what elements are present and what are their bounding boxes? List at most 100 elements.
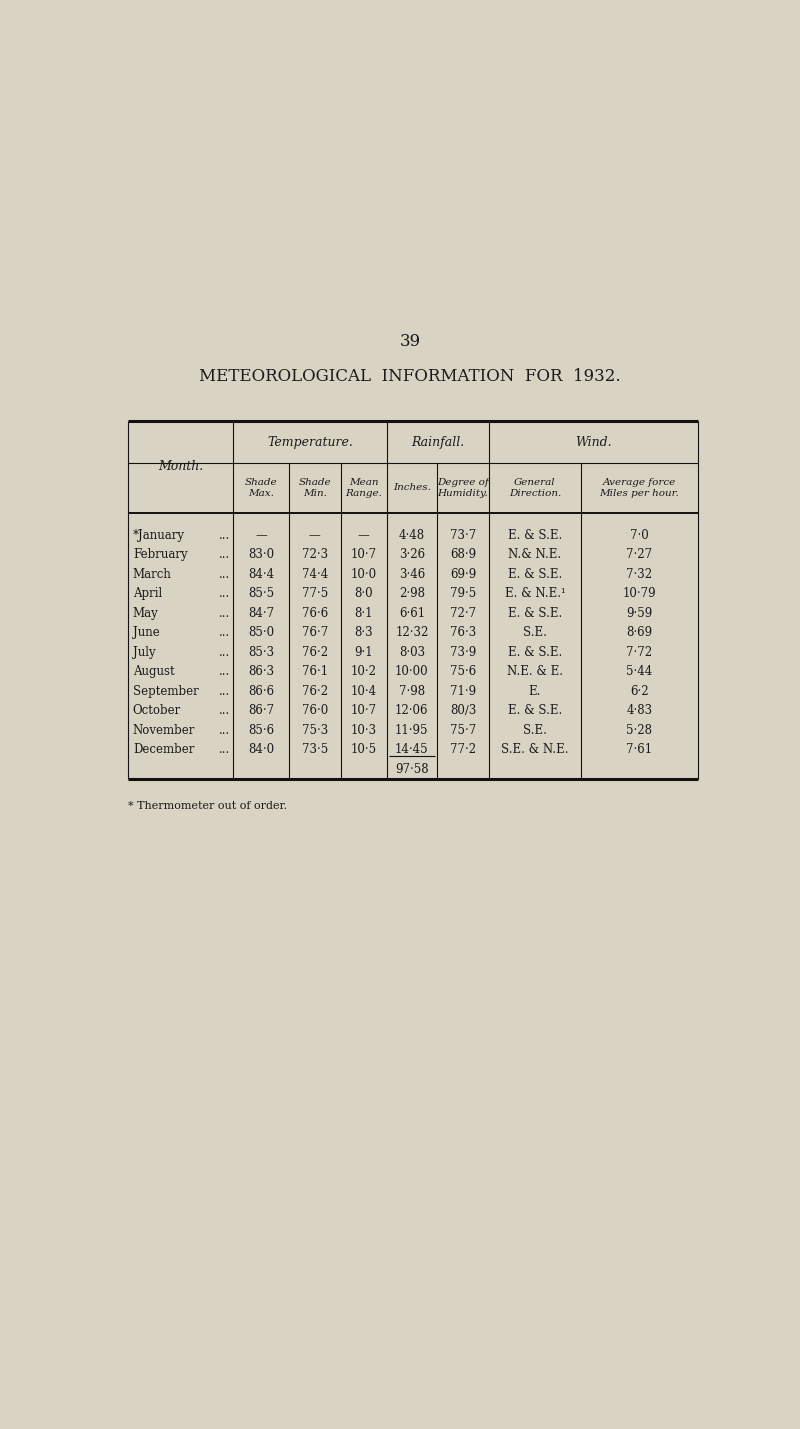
- Text: 69·9: 69·9: [450, 567, 476, 582]
- Text: Mean
Range.: Mean Range.: [346, 477, 382, 497]
- Text: 8·0: 8·0: [354, 587, 373, 600]
- Text: 8·03: 8·03: [398, 646, 425, 659]
- Text: * Thermometer out of order.: * Thermometer out of order.: [128, 800, 287, 810]
- Text: 2·98: 2·98: [399, 587, 425, 600]
- Text: 75·3: 75·3: [302, 723, 328, 737]
- Text: 5·44: 5·44: [626, 666, 653, 679]
- Text: 12·06: 12·06: [395, 704, 429, 717]
- Text: 85·3: 85·3: [248, 646, 274, 659]
- Text: E. & N.E.¹: E. & N.E.¹: [505, 587, 566, 600]
- Text: 10·00: 10·00: [395, 666, 429, 679]
- Text: 86·6: 86·6: [248, 684, 274, 697]
- Text: 5·28: 5·28: [626, 723, 653, 737]
- Text: October: October: [133, 704, 181, 717]
- Text: 76·7: 76·7: [302, 626, 328, 639]
- Text: August: August: [133, 666, 174, 679]
- Text: 68·9: 68·9: [450, 549, 476, 562]
- Text: ...: ...: [219, 684, 230, 697]
- Text: N.E. & E.: N.E. & E.: [507, 666, 563, 679]
- Text: 75·6: 75·6: [450, 666, 476, 679]
- Text: 8·1: 8·1: [354, 607, 373, 620]
- Text: 7·72: 7·72: [626, 646, 653, 659]
- Text: Rainfall.: Rainfall.: [411, 436, 465, 449]
- Text: ...: ...: [219, 549, 230, 562]
- Text: 10·0: 10·0: [350, 567, 377, 582]
- Text: March: March: [133, 567, 172, 582]
- Text: 6·61: 6·61: [398, 607, 425, 620]
- Text: 7·61: 7·61: [626, 743, 653, 756]
- Text: 76·2: 76·2: [302, 646, 328, 659]
- Text: 10·2: 10·2: [351, 666, 377, 679]
- Text: ...: ...: [219, 666, 230, 679]
- Text: 7·0: 7·0: [630, 529, 649, 542]
- Text: 14·45: 14·45: [395, 743, 429, 756]
- Text: ...: ...: [219, 607, 230, 620]
- Text: METEOROLOGICAL  INFORMATION  FOR  1932.: METEOROLOGICAL INFORMATION FOR 1932.: [199, 367, 621, 384]
- Text: 12·32: 12·32: [395, 626, 429, 639]
- Text: April: April: [133, 587, 162, 600]
- Text: 73·7: 73·7: [450, 529, 476, 542]
- Text: ...: ...: [219, 626, 230, 639]
- Text: September: September: [133, 684, 198, 697]
- Text: 71·9: 71·9: [450, 684, 476, 697]
- Text: 86·3: 86·3: [248, 666, 274, 679]
- Text: 76·3: 76·3: [450, 626, 476, 639]
- Text: 76·2: 76·2: [302, 684, 328, 697]
- Text: 85·5: 85·5: [248, 587, 274, 600]
- Text: Inches.: Inches.: [393, 483, 430, 493]
- Text: —: —: [358, 529, 370, 542]
- Text: July: July: [133, 646, 155, 659]
- Text: 76·6: 76·6: [302, 607, 328, 620]
- Text: 76·1: 76·1: [302, 666, 328, 679]
- Text: 74·4: 74·4: [302, 567, 328, 582]
- Text: 4·48: 4·48: [398, 529, 425, 542]
- Text: 80∕3: 80∕3: [450, 704, 476, 717]
- Text: —: —: [309, 529, 321, 542]
- Text: *January: *January: [133, 529, 185, 542]
- Text: ...: ...: [219, 567, 230, 582]
- Text: S.E. & N.E.: S.E. & N.E.: [501, 743, 569, 756]
- Text: 10·79: 10·79: [622, 587, 656, 600]
- Text: 79·5: 79·5: [450, 587, 476, 600]
- Text: Degree of
Humidity.: Degree of Humidity.: [437, 477, 489, 497]
- Text: 97·58: 97·58: [395, 763, 429, 776]
- Text: Month.: Month.: [158, 460, 203, 473]
- Text: E. & S.E.: E. & S.E.: [508, 529, 562, 542]
- Text: ...: ...: [219, 587, 230, 600]
- Text: 77·5: 77·5: [302, 587, 328, 600]
- Text: E. & S.E.: E. & S.E.: [508, 646, 562, 659]
- Text: 4·83: 4·83: [626, 704, 653, 717]
- Text: E. & S.E.: E. & S.E.: [508, 567, 562, 582]
- Text: 84·0: 84·0: [248, 743, 274, 756]
- Text: 9·1: 9·1: [354, 646, 373, 659]
- Text: S.E.: S.E.: [523, 723, 547, 737]
- Text: 75·7: 75·7: [450, 723, 476, 737]
- Text: 73·5: 73·5: [302, 743, 328, 756]
- Text: S.E.: S.E.: [523, 626, 547, 639]
- Text: ...: ...: [219, 743, 230, 756]
- Text: June: June: [133, 626, 160, 639]
- Text: 8·69: 8·69: [626, 626, 653, 639]
- Text: —: —: [255, 529, 267, 542]
- Text: 7·98: 7·98: [398, 684, 425, 697]
- Text: 76·0: 76·0: [302, 704, 328, 717]
- Text: 8·3: 8·3: [354, 626, 373, 639]
- Text: 3·26: 3·26: [398, 549, 425, 562]
- Text: February: February: [133, 549, 187, 562]
- Text: N.& N.E.: N.& N.E.: [508, 549, 562, 562]
- Text: 86·7: 86·7: [248, 704, 274, 717]
- Text: ...: ...: [219, 723, 230, 737]
- Text: Wind.: Wind.: [575, 436, 612, 449]
- Text: ...: ...: [219, 646, 230, 659]
- Text: 7·27: 7·27: [626, 549, 653, 562]
- Text: Temperature.: Temperature.: [267, 436, 353, 449]
- Text: November: November: [133, 723, 195, 737]
- Text: 10·3: 10·3: [350, 723, 377, 737]
- Text: 3·46: 3·46: [398, 567, 425, 582]
- Text: December: December: [133, 743, 194, 756]
- Text: Shade
Max.: Shade Max.: [245, 477, 278, 497]
- Text: 72·7: 72·7: [450, 607, 476, 620]
- Text: 6·2: 6·2: [630, 684, 649, 697]
- Text: 72·3: 72·3: [302, 549, 328, 562]
- Text: 83·0: 83·0: [248, 549, 274, 562]
